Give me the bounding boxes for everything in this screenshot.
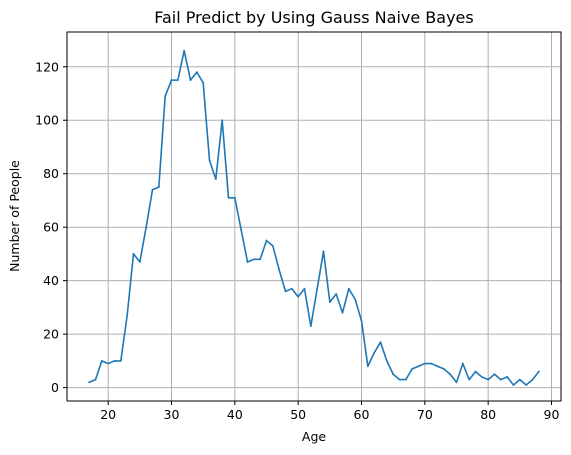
data-point [265, 239, 268, 242]
data-point [227, 196, 230, 199]
data-point [145, 226, 148, 229]
y-tick-label: 40 [43, 273, 59, 288]
data-point [170, 79, 173, 82]
data-point [290, 287, 293, 290]
data-point [499, 378, 502, 381]
data-point [404, 378, 407, 381]
data-point [430, 362, 433, 365]
data-point [398, 378, 401, 381]
data-point [138, 261, 141, 263]
data-point [271, 245, 274, 247]
x-axis-label: Age [302, 429, 326, 444]
data-point [100, 359, 103, 362]
data-point [493, 373, 496, 376]
x-tick-label: 30 [164, 407, 180, 422]
x-tick-label: 40 [227, 407, 243, 422]
data-point [284, 290, 287, 293]
y-tick-label: 0 [51, 380, 59, 395]
data-point [94, 378, 97, 381]
data-point [246, 261, 249, 263]
data-point [252, 258, 255, 261]
data-point [214, 178, 217, 180]
data-point [259, 258, 262, 261]
data-point [195, 71, 198, 74]
data-point [316, 287, 319, 290]
data-point [518, 378, 521, 381]
data-point [335, 293, 338, 295]
data-point [240, 228, 243, 231]
data-point [417, 365, 420, 368]
data-point [423, 362, 426, 365]
data-point [436, 365, 439, 368]
data-point [354, 298, 357, 301]
data-point [202, 81, 205, 84]
x-axis-ticks: 20 30 40 50 60 70 80 90 [100, 401, 559, 422]
y-tick-label: 80 [43, 166, 59, 181]
data-point [328, 301, 331, 303]
series-group [88, 49, 540, 386]
data-point [379, 341, 382, 344]
series-line [88, 49, 540, 386]
data-point [366, 365, 369, 368]
data-point [132, 253, 135, 255]
data-point [455, 381, 458, 384]
y-tick-label: 100 [35, 113, 59, 128]
data-point [506, 376, 509, 378]
data-point [278, 269, 281, 271]
data-point [176, 79, 179, 82]
data-point [449, 373, 452, 376]
data-point [119, 359, 122, 362]
y-axis-label: Number of People [7, 160, 22, 272]
data-point [531, 378, 534, 381]
data-point [341, 311, 344, 314]
data-point [88, 381, 91, 384]
data-point [297, 295, 300, 298]
x-tick-label: 60 [354, 407, 370, 422]
data-point [537, 370, 540, 373]
data-point [322, 250, 325, 253]
data-point [233, 196, 236, 199]
chart-title: Fail Predict by Using Gauss Naive Bayes [154, 8, 473, 27]
data-point [164, 95, 167, 98]
y-tick-label: 20 [43, 327, 59, 342]
x-tick-label: 70 [417, 407, 433, 422]
data-point [525, 384, 528, 386]
data-point [208, 159, 211, 162]
data-point [126, 314, 129, 317]
x-tick-label: 80 [480, 407, 496, 422]
y-tick-label: 60 [43, 220, 59, 235]
data-point [221, 119, 224, 122]
y-axis-ticks: 0 20 40 60 80 100 120 [35, 59, 67, 395]
data-point [303, 287, 306, 290]
data-point [157, 186, 160, 188]
data-point [360, 319, 363, 322]
data-point [373, 351, 376, 354]
data-point [189, 79, 192, 82]
plot-frame [66, 31, 562, 402]
data-point [151, 188, 154, 191]
data-point [487, 378, 490, 381]
y-tick-label: 120 [35, 59, 59, 74]
data-point [512, 384, 515, 386]
x-tick-label: 50 [290, 407, 306, 422]
data-point [468, 378, 471, 381]
data-point [183, 49, 186, 52]
data-point [474, 370, 477, 373]
data-point [392, 373, 395, 376]
data-point [347, 287, 350, 290]
data-point [309, 325, 312, 328]
data-point [113, 359, 116, 362]
data-point [480, 376, 483, 378]
data-point [461, 362, 464, 365]
x-tick-label: 20 [100, 407, 116, 422]
data-point [385, 359, 388, 362]
data-point [411, 368, 414, 370]
grid [67, 32, 561, 401]
data-point [107, 362, 110, 365]
data-point [442, 368, 445, 370]
x-tick-label: 90 [544, 407, 560, 422]
